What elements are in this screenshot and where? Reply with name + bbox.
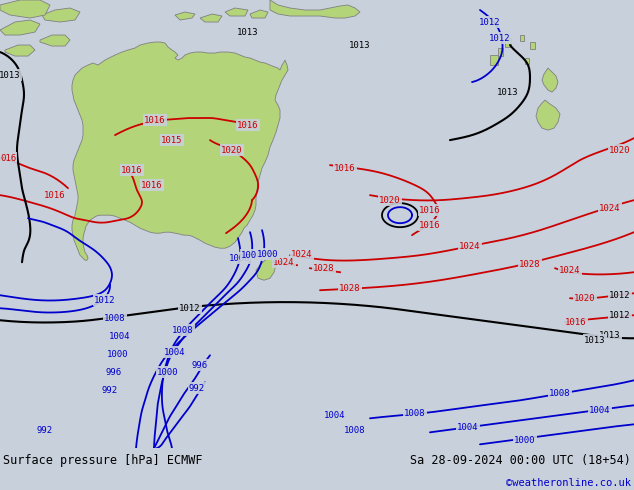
Polygon shape (256, 258, 276, 280)
Text: 1024: 1024 (599, 204, 621, 213)
Polygon shape (520, 35, 524, 41)
Polygon shape (42, 8, 80, 22)
Polygon shape (72, 42, 288, 260)
Text: 1000: 1000 (257, 250, 279, 259)
Text: 1016: 1016 (419, 220, 441, 230)
Text: 1016: 1016 (145, 116, 165, 124)
Text: 1008: 1008 (344, 426, 366, 435)
Text: 1004: 1004 (109, 332, 131, 341)
Text: 1013: 1013 (599, 331, 621, 340)
Text: 992: 992 (37, 426, 53, 435)
Polygon shape (498, 48, 503, 56)
Polygon shape (250, 10, 268, 18)
Text: 1004: 1004 (457, 423, 479, 432)
Text: 1028: 1028 (339, 284, 361, 293)
Text: 1016: 1016 (44, 191, 66, 199)
Polygon shape (200, 14, 222, 22)
Text: 992: 992 (189, 384, 205, 393)
Polygon shape (536, 100, 560, 130)
Text: 1000: 1000 (157, 368, 179, 377)
Polygon shape (525, 58, 529, 64)
Text: 1012: 1012 (609, 311, 631, 320)
Polygon shape (542, 68, 558, 92)
Polygon shape (490, 55, 498, 65)
Text: 1015: 1015 (161, 136, 183, 145)
Text: 1008: 1008 (404, 409, 426, 418)
Text: 1013: 1013 (497, 88, 519, 97)
Text: 1012: 1012 (489, 33, 511, 43)
Polygon shape (530, 42, 535, 49)
Text: 1024: 1024 (559, 266, 581, 275)
Text: 1004: 1004 (589, 406, 611, 415)
Polygon shape (0, 20, 40, 35)
Text: 1024: 1024 (273, 258, 295, 267)
Polygon shape (5, 45, 35, 56)
Text: 1020: 1020 (574, 294, 596, 303)
Text: 1004: 1004 (324, 411, 346, 420)
Text: 1012: 1012 (479, 18, 501, 26)
Text: 1024: 1024 (459, 242, 481, 251)
Text: 1013: 1013 (349, 41, 371, 49)
Text: 1016: 1016 (141, 181, 163, 190)
Text: 1008: 1008 (549, 389, 571, 398)
Text: 1008: 1008 (172, 326, 194, 335)
Text: 1020: 1020 (379, 196, 401, 205)
Polygon shape (270, 0, 360, 18)
Text: 1000: 1000 (514, 436, 536, 445)
Text: Sa 28-09-2024 00:00 UTC (18+54): Sa 28-09-2024 00:00 UTC (18+54) (410, 454, 631, 467)
Text: 1024: 1024 (291, 250, 313, 259)
Text: 1016: 1016 (237, 121, 259, 129)
Text: 1020: 1020 (609, 146, 631, 155)
Text: 1004: 1004 (242, 251, 262, 260)
Text: 1016: 1016 (419, 206, 441, 215)
Polygon shape (505, 38, 511, 47)
Text: 1028: 1028 (519, 260, 541, 269)
Polygon shape (175, 12, 195, 20)
Polygon shape (0, 0, 50, 18)
Text: 1008: 1008 (104, 314, 126, 323)
Text: 1016: 1016 (334, 164, 356, 172)
Text: 992: 992 (102, 386, 118, 395)
Text: 1008: 1008 (230, 254, 251, 263)
Text: ©weatheronline.co.uk: ©weatheronline.co.uk (506, 477, 631, 488)
Polygon shape (225, 8, 248, 16)
Text: 1012: 1012 (609, 291, 631, 300)
Text: 1013: 1013 (0, 71, 21, 79)
Text: 1016: 1016 (121, 166, 143, 174)
Text: 1028: 1028 (313, 264, 335, 273)
Text: 996: 996 (106, 368, 122, 377)
Text: 1013: 1013 (237, 27, 259, 37)
Text: 1016: 1016 (566, 318, 586, 327)
Text: 016: 016 (0, 154, 16, 163)
Text: 1013: 1013 (585, 336, 605, 345)
Text: Surface pressure [hPa] ECMWF: Surface pressure [hPa] ECMWF (3, 454, 203, 467)
Text: 1020: 1020 (221, 146, 243, 155)
Text: 1000: 1000 (107, 350, 129, 359)
Text: 1012: 1012 (94, 296, 116, 305)
Text: 1004: 1004 (164, 348, 186, 357)
Polygon shape (40, 35, 70, 46)
Text: 1012: 1012 (179, 304, 201, 313)
Text: 996: 996 (192, 361, 208, 370)
